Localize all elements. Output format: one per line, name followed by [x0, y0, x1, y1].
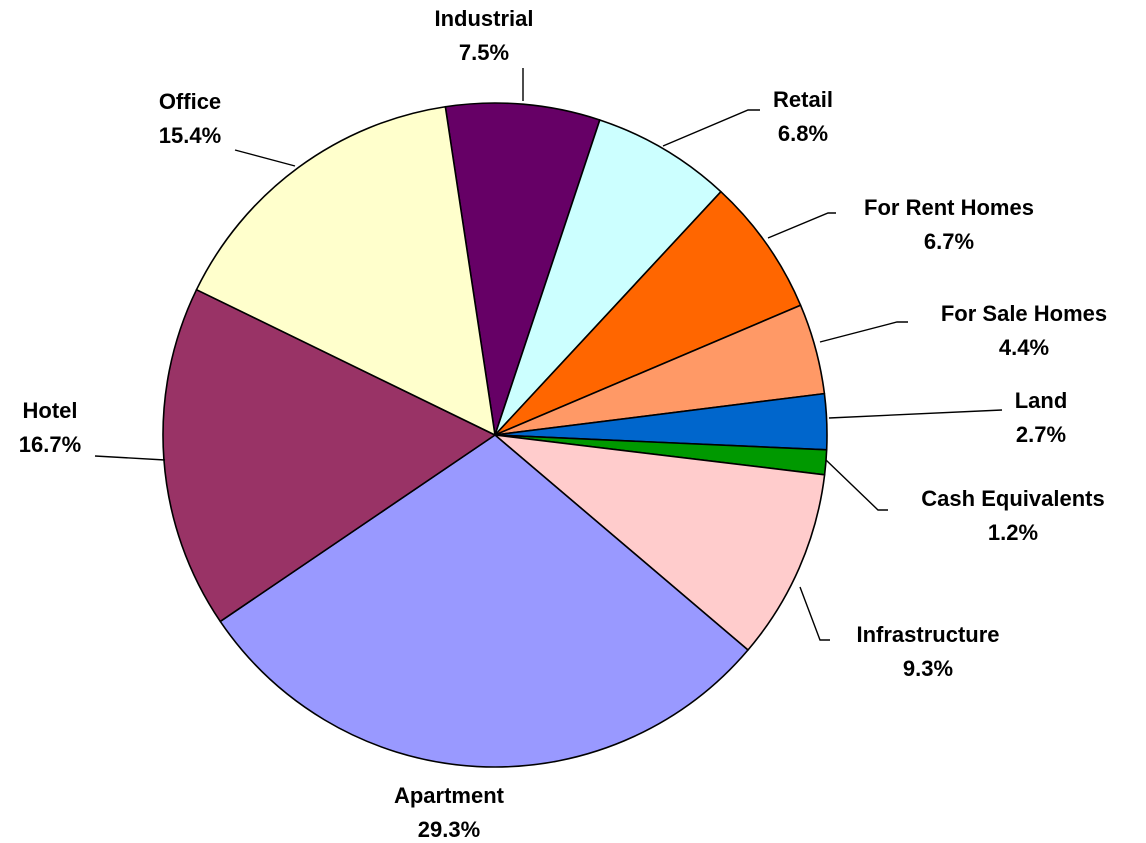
slice-category-label: For Sale Homes: [941, 301, 1107, 326]
pie-slice: [494, 190, 802, 436]
leader-line: [662, 109, 760, 147]
leader-line: [819, 321, 908, 343]
pie-slice: [494, 119, 722, 436]
pie-slice: [444, 102, 601, 436]
slice-value-label: 7.5%: [459, 40, 509, 65]
leader-line: [767, 212, 836, 239]
leader-line: [825, 459, 888, 511]
slice-value-label: 16.7%: [19, 432, 81, 457]
pie-slice: [195, 105, 496, 436]
slice-value-label: 6.8%: [778, 121, 828, 146]
slice-category-label: Infrastructure: [856, 622, 999, 647]
slice-category-label: Land: [1015, 388, 1068, 413]
slice-value-label: 29.3%: [418, 817, 480, 842]
slice-category-label: Office: [159, 89, 221, 114]
slice-value-label: 6.7%: [924, 229, 974, 254]
slice-category-label: Apartment: [394, 783, 505, 808]
pie-slice: [219, 434, 749, 768]
slice-value-label: 1.2%: [988, 520, 1038, 545]
slice-category-label: Retail: [773, 87, 833, 112]
leader-line: [94, 455, 166, 461]
leader-line: [234, 149, 296, 167]
leader-line: [799, 586, 830, 641]
slice-value-label: 9.3%: [903, 656, 953, 681]
slice-value-label: 4.4%: [999, 335, 1049, 360]
leader-line: [828, 409, 1003, 419]
pie-slice: [162, 288, 496, 623]
slice-category-label: For Rent Homes: [864, 195, 1034, 220]
pie-slice: [494, 434, 826, 651]
slice-category-label: Industrial: [434, 6, 533, 31]
slice-value-label: 15.4%: [159, 123, 221, 148]
slice-value-label: 2.7%: [1016, 422, 1066, 447]
slice-category-label: Hotel: [23, 398, 78, 423]
slice-category-label: Cash Equivalents: [921, 486, 1104, 511]
